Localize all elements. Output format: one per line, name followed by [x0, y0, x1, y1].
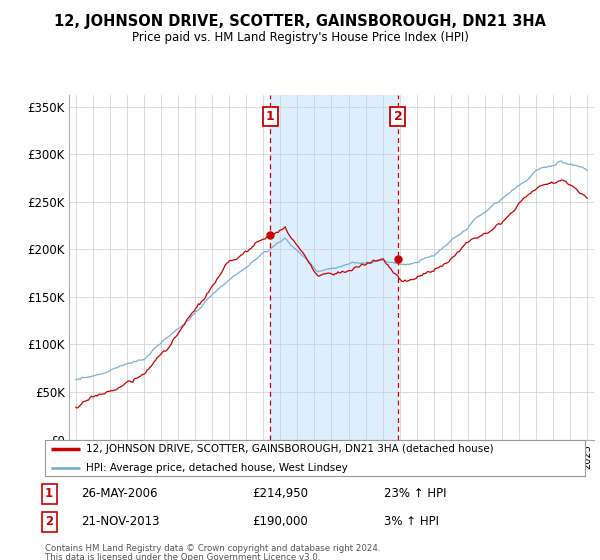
Text: Contains HM Land Registry data © Crown copyright and database right 2024.: Contains HM Land Registry data © Crown c…	[45, 544, 380, 553]
Text: 12, JOHNSON DRIVE, SCOTTER, GAINSBOROUGH, DN21 3HA: 12, JOHNSON DRIVE, SCOTTER, GAINSBOROUGH…	[54, 14, 546, 29]
Text: 2: 2	[394, 110, 403, 123]
Text: 26-MAY-2006: 26-MAY-2006	[81, 487, 157, 501]
Text: 21-NOV-2013: 21-NOV-2013	[81, 515, 160, 529]
Bar	[270, 95, 398, 440]
Text: 1: 1	[45, 487, 53, 501]
Text: This data is licensed under the Open Government Licence v3.0.: This data is licensed under the Open Gov…	[45, 553, 320, 560]
Text: £190,000: £190,000	[252, 515, 308, 529]
Text: Price paid vs. HM Land Registry's House Price Index (HPI): Price paid vs. HM Land Registry's House …	[131, 31, 469, 44]
Text: 3% ↑ HPI: 3% ↑ HPI	[384, 515, 439, 529]
Text: 12, JOHNSON DRIVE, SCOTTER, GAINSBOROUGH, DN21 3HA (detached house): 12, JOHNSON DRIVE, SCOTTER, GAINSBOROUGH…	[86, 445, 493, 454]
Text: 2: 2	[45, 515, 53, 529]
Text: 1: 1	[266, 110, 275, 123]
Text: 23% ↑ HPI: 23% ↑ HPI	[384, 487, 446, 501]
Text: £214,950: £214,950	[252, 487, 308, 501]
Text: HPI: Average price, detached house, West Lindsey: HPI: Average price, detached house, West…	[86, 463, 347, 473]
